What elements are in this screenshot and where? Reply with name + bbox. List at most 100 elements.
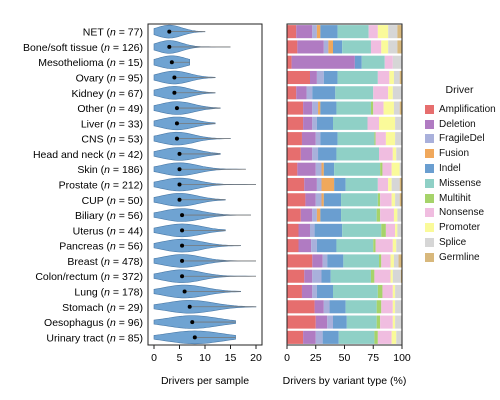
- legend-label: Germline: [439, 251, 480, 263]
- row-label: NET (n = 77): [83, 27, 143, 39]
- bar-segment: [391, 193, 396, 207]
- bar-segment: [398, 254, 402, 268]
- x-tick-label: 50: [339, 352, 351, 364]
- bar-segment: [287, 208, 301, 222]
- legend-label: Amplification: [439, 103, 496, 115]
- bar-segment: [314, 223, 343, 237]
- legend-swatch: [425, 119, 434, 129]
- bar-segment: [370, 269, 375, 283]
- bar-segment: [320, 132, 338, 146]
- bar-segment: [354, 55, 362, 69]
- bar-segment: [399, 70, 402, 85]
- bar-segment: [287, 315, 316, 329]
- bar-segment: [399, 177, 402, 192]
- row-label: CUP (n = 50): [82, 195, 143, 207]
- bar-segment: [334, 162, 381, 176]
- median-dot: [172, 75, 177, 80]
- bar-segment: [391, 330, 397, 344]
- bar-segment: [337, 25, 369, 39]
- bar-segment: [392, 55, 402, 69]
- bar-segment: [287, 70, 310, 85]
- bar-segment: [380, 315, 393, 329]
- bar-segment: [316, 177, 322, 192]
- bar-segment: [373, 86, 389, 100]
- row-label: Breast (n = 478): [67, 256, 143, 268]
- row-label: Mesothelioma (n = 15): [38, 57, 143, 69]
- legend-label: Deletion: [439, 118, 476, 130]
- bar-segment: [381, 254, 391, 268]
- bar-segment: [333, 116, 368, 130]
- bar-segment: [395, 132, 402, 146]
- bar-segment: [391, 162, 400, 176]
- bar-segment: [380, 162, 383, 176]
- bar-segment: [390, 269, 393, 283]
- bar-segment: [335, 86, 374, 100]
- bar-segment: [379, 254, 382, 268]
- bar-segment: [392, 284, 396, 299]
- bar-segment: [392, 147, 397, 161]
- bar-segment: [303, 101, 313, 115]
- bar-segment: [287, 254, 313, 268]
- bar-segment: [377, 177, 389, 192]
- bar-segment: [329, 300, 346, 314]
- median-dot: [177, 197, 182, 202]
- bar-segment: [301, 284, 313, 299]
- legend-label: Nonsense: [439, 207, 485, 219]
- bar-segment: [287, 330, 304, 344]
- bar-segment: [382, 284, 393, 299]
- bar-segment: [382, 162, 392, 176]
- bar-segment: [385, 132, 396, 146]
- bar-segment: [336, 101, 371, 115]
- bar-segment: [399, 101, 402, 115]
- bar-segment: [397, 25, 402, 39]
- bar-segment: [395, 315, 402, 329]
- legend-item: Missense: [425, 176, 500, 191]
- legend-swatch: [425, 238, 434, 248]
- bar-segment: [330, 269, 371, 283]
- bar-segment: [316, 208, 321, 222]
- bar-segment: [333, 315, 347, 329]
- bar-segment: [393, 70, 400, 85]
- row-label: Ovary (n = 95): [76, 73, 143, 85]
- bar-segment: [300, 147, 313, 161]
- bar-segment: [338, 330, 375, 344]
- bar-segment: [296, 25, 313, 39]
- bar-segment: [381, 40, 389, 54]
- bar-segment: [345, 177, 378, 192]
- bar-segment: [393, 254, 399, 268]
- bar-segment: [343, 254, 379, 268]
- bar-segment: [287, 101, 304, 115]
- legend-item: Fusion: [425, 146, 500, 161]
- bar-segment: [316, 284, 333, 299]
- legend-item: Promoter: [425, 220, 500, 235]
- bar-segment: [377, 284, 383, 299]
- x-axis-title: Drivers by variant type (%): [283, 375, 407, 387]
- x-tick-label: 0: [284, 352, 290, 364]
- bar-segment: [312, 116, 317, 130]
- bar-segment: [305, 193, 316, 207]
- bar-segment: [334, 177, 346, 192]
- bar-segment: [287, 177, 305, 192]
- bar-segment: [367, 116, 379, 130]
- bar-segment: [373, 101, 384, 115]
- legend-swatch: [425, 104, 434, 114]
- bar-segment: [312, 254, 323, 268]
- row-label: Colon/rectum (n = 372): [35, 271, 143, 283]
- bar-segment: [327, 254, 344, 268]
- bar-segment: [297, 40, 324, 54]
- bar-segment: [287, 162, 298, 176]
- bar-segment: [311, 239, 317, 253]
- bar-segment: [287, 116, 304, 130]
- bar-segment: [395, 223, 398, 237]
- bar-segment: [374, 269, 391, 283]
- legend-label: FragileDel: [439, 133, 485, 145]
- row-label: Prostate (n = 212): [59, 180, 143, 192]
- median-dot: [177, 182, 182, 187]
- x-tick-label: 0: [151, 352, 157, 364]
- bar-segment: [315, 132, 321, 146]
- bar-segment: [392, 315, 396, 329]
- bar-segment: [397, 223, 402, 237]
- bar-segment: [318, 147, 337, 161]
- bar-segment: [327, 315, 333, 329]
